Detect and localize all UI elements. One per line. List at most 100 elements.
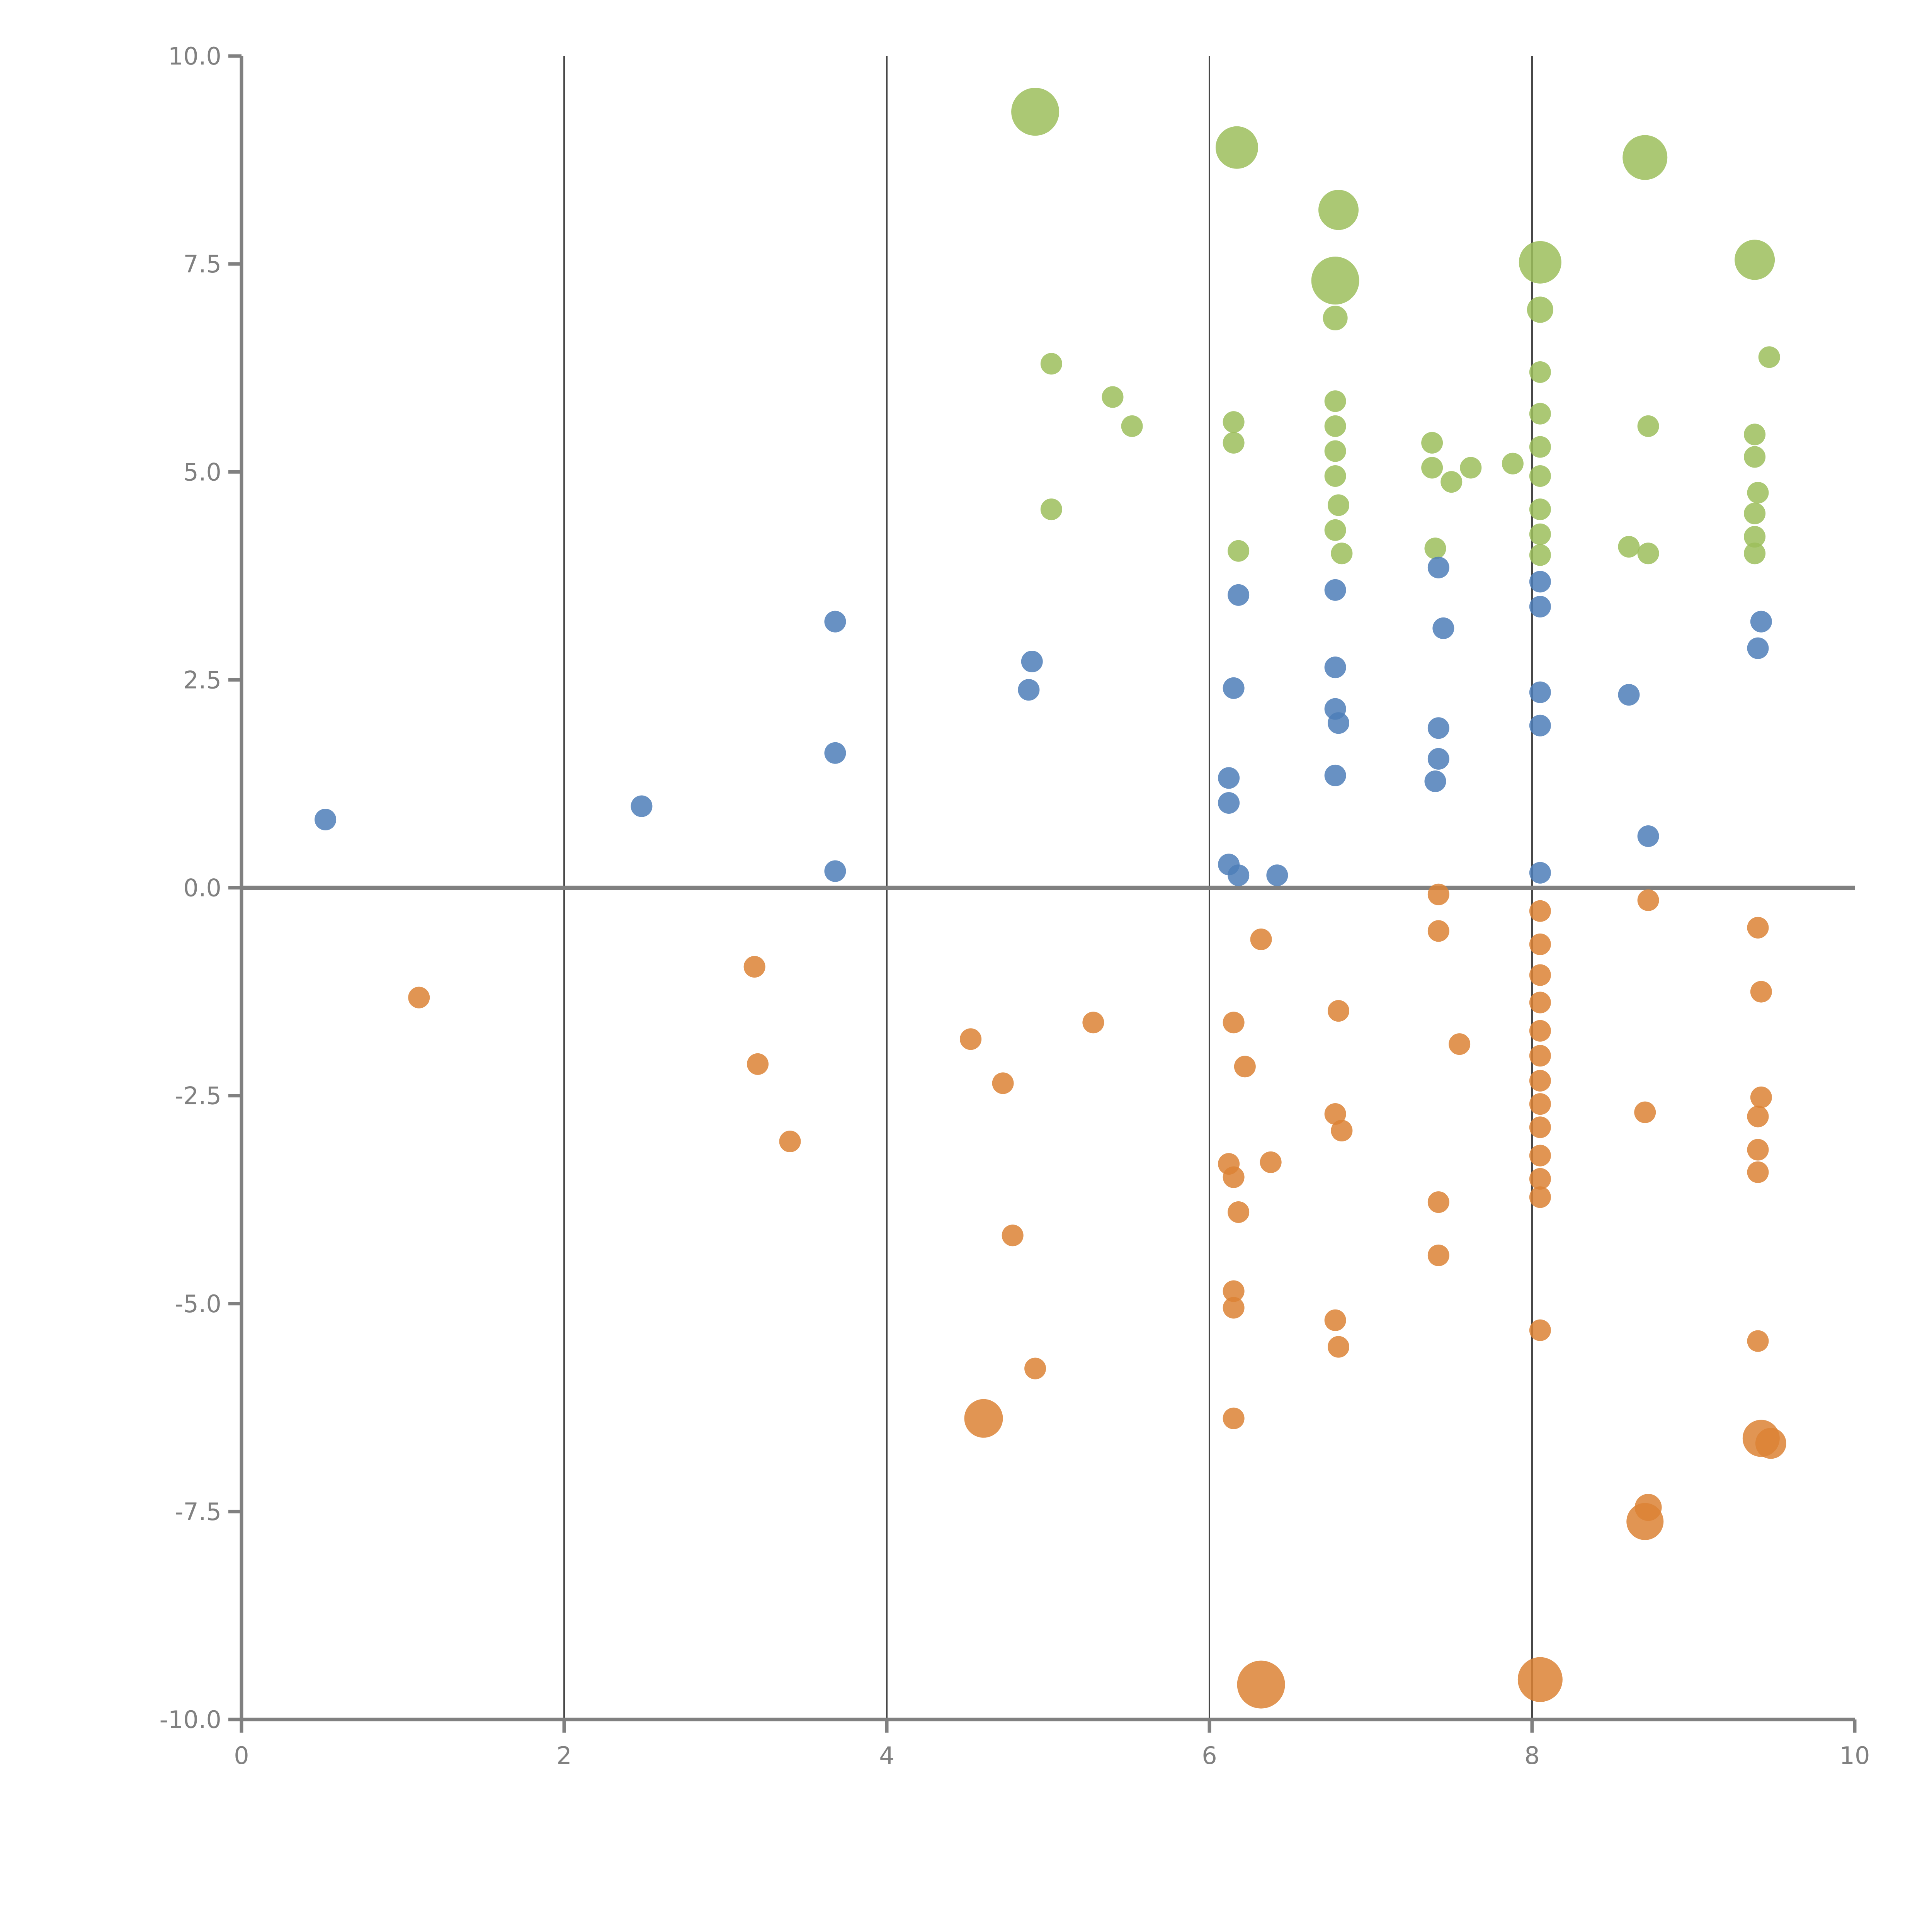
- series-mid-range: [315, 556, 1772, 886]
- data-point: [747, 1053, 769, 1075]
- data-point: [1102, 386, 1124, 408]
- data-point: [1260, 1151, 1282, 1173]
- data-point: [1529, 992, 1551, 1014]
- data-point: [1427, 1244, 1449, 1266]
- y-tick-label: 5.0: [183, 458, 221, 486]
- data-point: [1218, 767, 1240, 789]
- data-point: [1750, 1086, 1772, 1108]
- data-point: [1228, 540, 1250, 562]
- tick-labels: -10.0 -7.5 -5.0 -2.5 0.0 2.5 5.0 7.5 10.0 0 2 4 6 8 10: [160, 42, 1870, 1770]
- data-point: [1618, 684, 1640, 706]
- data-point: [631, 795, 653, 817]
- data-point: [1529, 1145, 1551, 1167]
- data-point: [1529, 714, 1551, 736]
- data-point: [1223, 1166, 1245, 1188]
- data-point: [1529, 1020, 1551, 1042]
- data-point: [1735, 240, 1775, 280]
- data-point: [1324, 415, 1346, 437]
- data-point: [1744, 543, 1766, 565]
- data-point: [1011, 88, 1060, 136]
- data-point: [1018, 679, 1040, 701]
- data-point: [1747, 917, 1769, 939]
- data-point: [1421, 432, 1443, 454]
- data-point: [1529, 361, 1551, 383]
- y-tick-label: 2.5: [183, 666, 221, 694]
- x-tick-label: 6: [1202, 1742, 1217, 1770]
- y-tick-label: 7.5: [183, 250, 221, 278]
- data-point: [1021, 651, 1043, 673]
- data-point: [1744, 446, 1766, 468]
- data-point: [1747, 1139, 1769, 1161]
- data-point: [1519, 241, 1561, 284]
- data-point: [1529, 403, 1551, 425]
- data-point: [1744, 502, 1766, 524]
- data-points: [315, 88, 1786, 1709]
- data-point: [992, 1072, 1014, 1094]
- data-point: [1228, 864, 1250, 886]
- x-tick-label: 2: [556, 1742, 571, 1770]
- data-point: [1223, 677, 1245, 699]
- data-point: [1529, 1168, 1551, 1190]
- data-point: [1328, 712, 1349, 734]
- data-point: [1002, 1225, 1024, 1247]
- data-point: [1427, 717, 1449, 739]
- data-point: [1744, 526, 1766, 548]
- data-point: [1747, 1330, 1769, 1352]
- data-point: [1324, 1103, 1346, 1125]
- data-point: [1744, 423, 1766, 446]
- data-point: [1529, 498, 1551, 520]
- data-point: [1440, 471, 1463, 493]
- data-point: [1502, 452, 1524, 474]
- data-point: [779, 1131, 801, 1153]
- data-point: [1529, 1045, 1551, 1067]
- y-tick-label: -10.0: [160, 1706, 221, 1734]
- data-point: [1529, 1186, 1551, 1208]
- data-point: [408, 986, 430, 1009]
- data-point: [1324, 764, 1346, 786]
- data-point: [1460, 457, 1482, 479]
- data-point: [1529, 933, 1551, 955]
- data-point: [1215, 126, 1258, 169]
- data-point: [1427, 920, 1449, 942]
- x-tick-label: 10: [1840, 1742, 1870, 1770]
- x-tick-label: 4: [879, 1742, 894, 1770]
- data-point: [824, 860, 846, 882]
- data-point: [1331, 1120, 1353, 1142]
- data-point: [1228, 584, 1250, 606]
- data-point: [1637, 889, 1659, 911]
- data-point: [1529, 1319, 1551, 1341]
- data-point: [1449, 1033, 1471, 1055]
- data-point: [1324, 656, 1346, 679]
- data-point: [1747, 637, 1769, 659]
- data-point: [1082, 1012, 1104, 1034]
- data-point: [1618, 536, 1640, 558]
- data-point: [743, 956, 765, 978]
- data-point: [1527, 296, 1553, 323]
- gridlines: [242, 56, 1855, 1719]
- data-point: [1529, 465, 1551, 487]
- data-point: [1223, 432, 1245, 454]
- data-point: [1637, 825, 1659, 847]
- data-point: [1634, 1101, 1656, 1123]
- data-point: [1234, 1056, 1256, 1078]
- data-point: [1223, 1280, 1245, 1302]
- data-point: [1747, 1161, 1769, 1183]
- data-point: [1324, 440, 1346, 462]
- data-point: [1637, 415, 1659, 437]
- data-point: [1529, 523, 1551, 545]
- data-point: [1328, 494, 1349, 516]
- data-point: [1517, 1657, 1563, 1702]
- y-tick-label: 10.0: [168, 42, 221, 70]
- data-point: [1424, 537, 1446, 560]
- data-point: [1266, 864, 1288, 886]
- data-point: [1421, 457, 1443, 479]
- data-point: [1529, 1093, 1551, 1115]
- data-point: [964, 1399, 1003, 1438]
- data-point: [824, 742, 846, 764]
- data-point: [960, 1028, 982, 1050]
- data-point: [824, 611, 846, 633]
- y-tick-label: -2.5: [175, 1082, 221, 1110]
- data-point: [1324, 579, 1346, 601]
